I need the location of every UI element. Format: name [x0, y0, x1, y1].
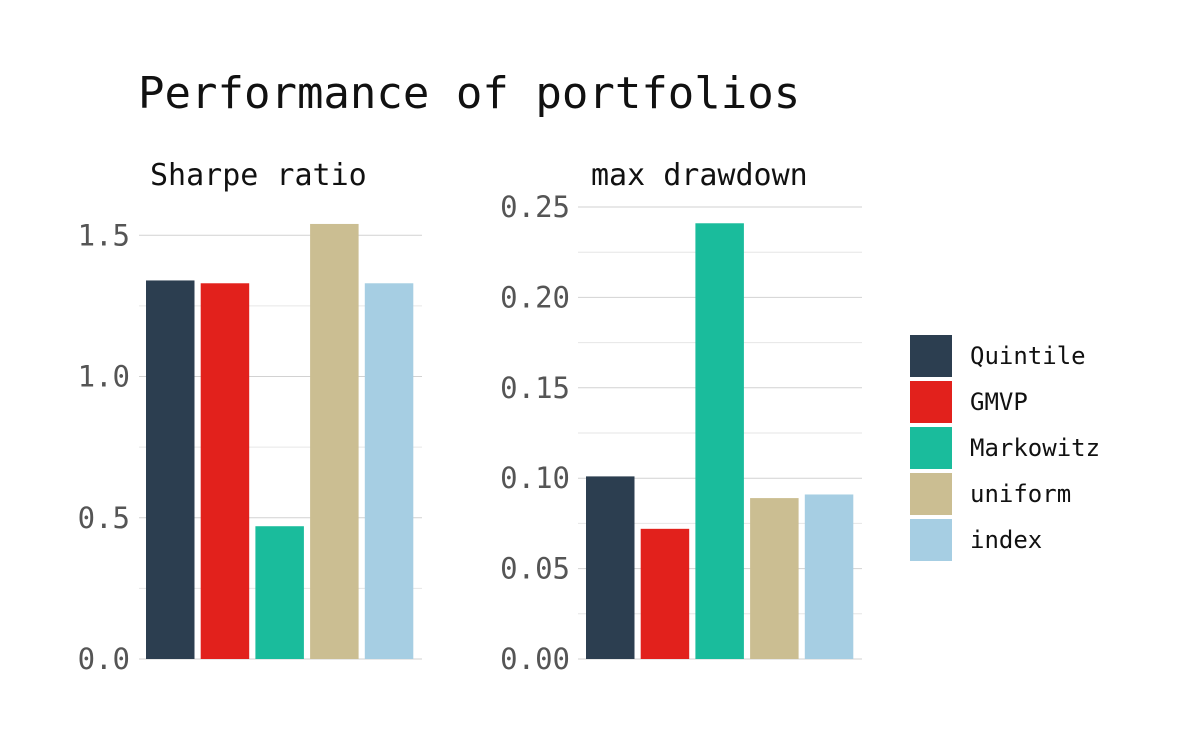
- y-tick-label: 0.15: [500, 371, 570, 405]
- legend-swatch: [910, 519, 952, 561]
- max-drawdown-panel-title: max drawdown: [591, 158, 808, 193]
- y-tick-label: 1.0: [78, 360, 130, 394]
- y-tick-label: 0.00: [500, 642, 570, 676]
- bar-gmvp: [200, 283, 250, 659]
- legend-item-uniform: uniform: [910, 473, 1071, 515]
- legend-item-index: index: [910, 519, 1042, 561]
- legend-label: Markowitz: [970, 434, 1100, 462]
- bar-gmvp: [640, 528, 690, 659]
- legend-swatch: [910, 335, 952, 377]
- bar-index: [804, 494, 854, 659]
- drawdown-y-axis: 0.00 0.05 0.10 0.15 0.20 0.25: [500, 190, 570, 676]
- legend-item-quintile: Quintile: [910, 335, 1086, 377]
- sharpe-ratio-panel: Sharpe ratio 0.0 0.5 1.0 1.5: [78, 158, 422, 676]
- legend-label: Quintile: [970, 342, 1086, 370]
- legend-item-markowitz: Markowitz: [910, 427, 1100, 469]
- legend-item-gmvp: GMVP: [910, 381, 1028, 423]
- y-tick-label: 0.10: [500, 461, 570, 495]
- legend-label: index: [970, 526, 1042, 554]
- y-tick-label: 0.25: [500, 190, 570, 224]
- legend-swatch: [910, 427, 952, 469]
- bar-markowitz: [255, 526, 304, 659]
- sharpe-bars: [146, 223, 414, 659]
- figure-title: Performance of portfolios: [138, 68, 800, 119]
- legend: Quintile GMVP Markowitz uniform index: [910, 335, 1100, 561]
- drawdown-bars: [586, 223, 854, 659]
- legend-swatch: [910, 381, 952, 423]
- y-tick-label: 1.5: [78, 218, 130, 252]
- y-tick-label: 0.5: [78, 501, 130, 535]
- bar-quintile: [586, 476, 635, 659]
- y-tick-label: 0.05: [500, 552, 570, 586]
- sharpe-ratio-panel-title: Sharpe ratio: [150, 158, 367, 193]
- y-tick-label: 0.20: [500, 280, 570, 314]
- y-tick-label: 0.0: [78, 642, 130, 676]
- bar-quintile: [146, 280, 195, 659]
- sharpe-y-axis: 0.0 0.5 1.0 1.5: [78, 218, 130, 676]
- bar-uniform: [310, 223, 359, 659]
- legend-swatch: [910, 473, 952, 515]
- max-drawdown-panel: max drawdown 0.00 0.05 0.10 0.15 0.20 0.25: [500, 158, 862, 676]
- bar-uniform: [750, 498, 799, 659]
- legend-label: uniform: [970, 480, 1071, 508]
- legend-label: GMVP: [970, 388, 1028, 416]
- bar-index: [364, 283, 414, 659]
- bar-markowitz: [695, 223, 744, 659]
